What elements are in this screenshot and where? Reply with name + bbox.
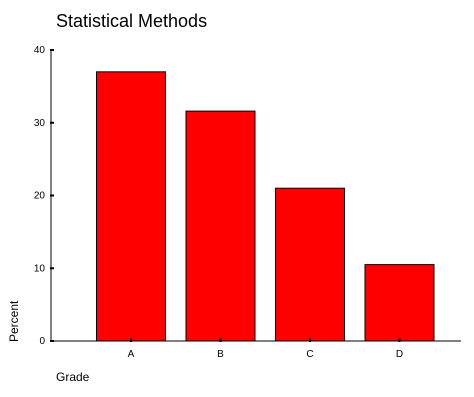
- x-tick-label: C: [306, 349, 313, 360]
- y-tick-label: 0: [39, 336, 45, 347]
- y-tick-label: 10: [34, 263, 46, 274]
- x-tick-label: B: [217, 349, 224, 360]
- y-tick-label: 40: [34, 45, 46, 56]
- chart-title: Statistical Methods: [56, 11, 207, 31]
- y-axis: 0 10 20 30 40: [34, 45, 54, 347]
- x-tick-label: A: [128, 349, 135, 360]
- bar-B: [185, 110, 256, 342]
- x-axis: A B C D: [51, 338, 461, 360]
- x-axis-label: Grade: [56, 370, 90, 384]
- bar-A: [96, 71, 166, 342]
- bar-D: [364, 264, 435, 342]
- y-tick-label: 20: [34, 191, 46, 202]
- bar-C: [275, 187, 345, 342]
- y-axis-label: Percent: [7, 300, 21, 342]
- bars: [96, 71, 435, 342]
- y-tick-label: 30: [34, 118, 46, 129]
- x-tick-label: D: [396, 349, 403, 360]
